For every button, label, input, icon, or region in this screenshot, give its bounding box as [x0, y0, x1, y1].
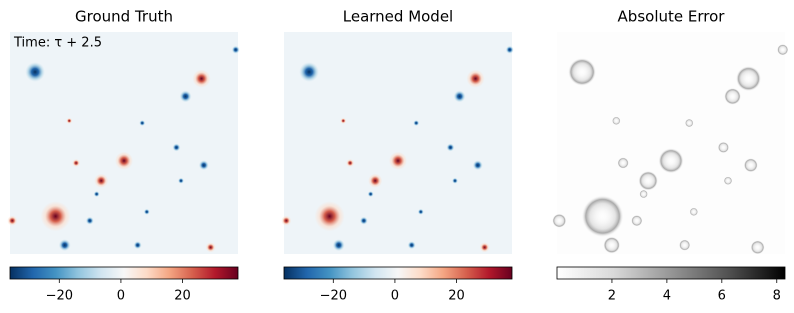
vortex	[389, 151, 407, 170]
colorbar	[556, 266, 786, 280]
colorbar-tick-label: 0	[391, 289, 399, 304]
vortex	[639, 189, 648, 199]
vortex	[685, 118, 694, 128]
vortex	[777, 44, 789, 56]
vortex	[139, 120, 146, 127]
vortex	[72, 158, 81, 167]
vortex	[368, 173, 383, 188]
vortex	[453, 90, 466, 103]
vortex	[281, 215, 292, 226]
vortex	[7, 215, 18, 226]
colorbar-tick-label: 8	[773, 289, 781, 304]
colorbar-tick-label: −20	[46, 289, 73, 304]
vortex	[367, 191, 374, 198]
vortex	[689, 207, 698, 217]
colorbar-tick-label: 4	[663, 289, 671, 304]
vortex	[359, 216, 368, 225]
vortex	[198, 160, 209, 171]
vortex	[603, 236, 621, 254]
vortex	[299, 61, 320, 82]
vortex	[205, 242, 216, 253]
vortex	[314, 201, 345, 232]
vortex	[413, 120, 420, 127]
vortex	[552, 213, 567, 228]
vortex	[466, 69, 485, 88]
vortex	[94, 173, 109, 188]
colorbar-tick-label: −20	[320, 289, 347, 304]
vortex	[346, 158, 355, 167]
vortex	[407, 241, 416, 250]
vortex	[479, 242, 490, 253]
colorbar-tick-label: 2	[608, 289, 616, 304]
panel-title: Absolute Error	[618, 8, 726, 26]
vortex	[723, 176, 733, 185]
panel-title: Ground Truth	[75, 8, 173, 26]
vortex	[717, 141, 730, 154]
vortex	[505, 45, 514, 54]
vortex	[66, 117, 73, 124]
panel-title: Learned Model	[343, 8, 453, 26]
vortex	[231, 45, 240, 54]
vortex	[679, 239, 691, 251]
vortex	[178, 177, 184, 184]
vortex	[631, 215, 643, 227]
vortex	[85, 216, 94, 225]
colorbar-tick-label: 6	[718, 289, 726, 304]
vortex	[93, 191, 100, 198]
vortex	[446, 143, 455, 152]
colorbar	[283, 266, 513, 280]
vortex	[133, 241, 142, 250]
vortex	[25, 61, 46, 82]
vortex	[58, 239, 71, 252]
vortex	[617, 157, 629, 169]
vortex	[340, 117, 347, 124]
vortex	[638, 170, 658, 191]
vortex	[735, 66, 762, 92]
vortex	[581, 195, 624, 238]
vortex	[568, 57, 597, 86]
vortex	[612, 116, 621, 126]
annotation: Time: τ + 2.5	[13, 36, 102, 51]
vortex	[658, 148, 684, 174]
vortex	[179, 90, 192, 103]
vortex	[417, 208, 424, 215]
vortex	[743, 158, 758, 173]
vortex	[192, 69, 211, 88]
colorbar	[9, 266, 239, 280]
colorbar-tick-label: 20	[448, 289, 465, 304]
vortex	[452, 177, 458, 184]
vortex	[750, 240, 765, 255]
vortex	[724, 87, 741, 105]
vortex	[472, 160, 483, 171]
vortex	[115, 151, 133, 170]
vortex	[332, 239, 345, 252]
colorbar-tick-label: 0	[117, 289, 125, 304]
vortex	[143, 208, 150, 215]
vortex	[172, 143, 181, 152]
colorbar-tick-label: 20	[174, 289, 191, 304]
vortex	[40, 201, 71, 232]
